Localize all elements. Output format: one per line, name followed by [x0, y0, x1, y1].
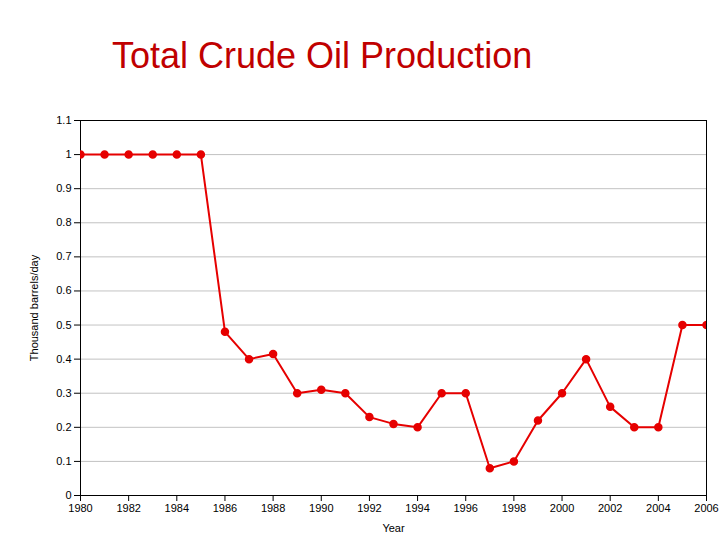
svg-text:0.3: 0.3 [56, 387, 71, 399]
svg-text:0.7: 0.7 [56, 250, 71, 262]
svg-text:0.6: 0.6 [56, 284, 71, 296]
svg-text:1994: 1994 [405, 502, 429, 514]
svg-text:0.5: 0.5 [56, 319, 71, 331]
svg-text:0.4: 0.4 [56, 353, 71, 365]
svg-text:1: 1 [65, 148, 71, 160]
svg-text:0.9: 0.9 [56, 182, 71, 194]
svg-text:0.8: 0.8 [56, 216, 71, 228]
svg-text:1988: 1988 [261, 502, 285, 514]
html-text:Total Crude Oil Production: Total Crude Oil Production [112, 35, 533, 76]
svg-text:Year: Year [382, 522, 405, 534]
svg-text:1992: 1992 [357, 502, 381, 514]
svg-text:2006: 2006 [694, 502, 718, 514]
svg-text:1984: 1984 [165, 502, 189, 514]
svg-text:0.1: 0.1 [56, 455, 71, 467]
svg-text:2004: 2004 [646, 502, 670, 514]
svg-text:0: 0 [65, 489, 71, 501]
svg-text:1990: 1990 [309, 502, 333, 514]
svg-text:2002: 2002 [598, 502, 622, 514]
svg-text:Thousand barrels/day: Thousand barrels/day [28, 254, 40, 361]
svg-text:0.2: 0.2 [56, 421, 71, 433]
svg-text:1980: 1980 [68, 502, 92, 514]
svg-text:1986: 1986 [213, 502, 237, 514]
svg-text:2000: 2000 [550, 502, 574, 514]
svg-text:1998: 1998 [502, 502, 526, 514]
svg-text:1996: 1996 [453, 502, 477, 514]
svg-text:1.1: 1.1 [56, 114, 71, 126]
svg-text:1982: 1982 [116, 502, 140, 514]
